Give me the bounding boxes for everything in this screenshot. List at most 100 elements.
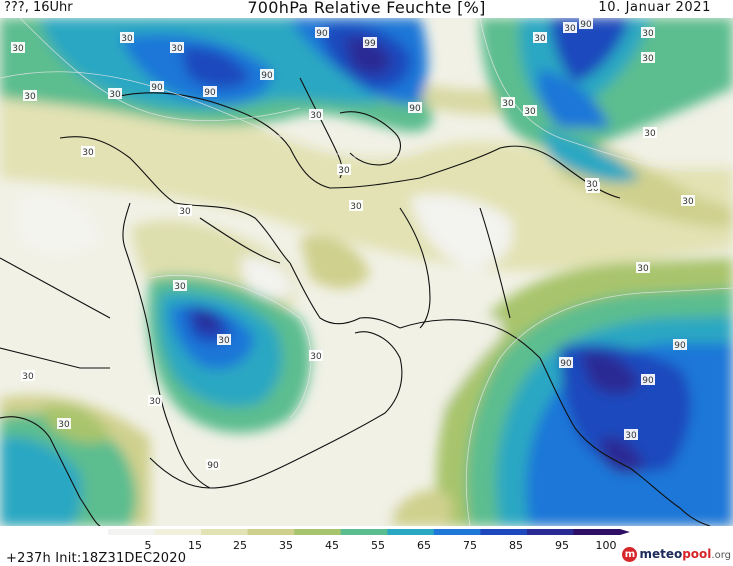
contour-label-background bbox=[681, 195, 695, 206]
logo-text-part-2: pool bbox=[682, 547, 712, 561]
contour-label: 90 bbox=[203, 86, 217, 98]
contour-label-background bbox=[315, 27, 329, 38]
contour-label-background bbox=[624, 429, 638, 440]
contour-label: 30 bbox=[23, 90, 37, 102]
forecast-date-label: 10. Januar 2021 bbox=[598, 0, 711, 15]
contour-label-text: 30 bbox=[218, 336, 230, 346]
contour-label-background bbox=[641, 52, 655, 63]
legend-swatch bbox=[387, 529, 435, 535]
contour-label-background bbox=[636, 262, 650, 273]
contour-label-background bbox=[108, 88, 122, 99]
contour-label-background bbox=[337, 164, 351, 175]
contour-lines bbox=[0, 18, 733, 526]
contour-label: 30 bbox=[309, 350, 323, 362]
contour-label-text: 30 bbox=[310, 352, 322, 362]
contour-label-text: 30 bbox=[350, 202, 362, 212]
contour-label: 30 bbox=[81, 146, 95, 158]
legend-swatch bbox=[526, 529, 574, 535]
contour-label-background bbox=[523, 105, 537, 116]
contour-label-background bbox=[363, 37, 377, 48]
contour-label-text: 30 bbox=[58, 420, 70, 430]
logo-text-part-1: meteo bbox=[639, 547, 683, 561]
contour-label-background bbox=[563, 22, 577, 33]
legend-swatch bbox=[433, 529, 481, 535]
contour-label: 90 bbox=[206, 459, 220, 471]
contour-label-background bbox=[11, 42, 25, 53]
contour-label-text: 30 bbox=[534, 34, 546, 44]
logo-text-part-3: .org bbox=[711, 550, 731, 561]
contour-label: 30 bbox=[533, 32, 547, 44]
contour-label-text: 90 bbox=[674, 341, 686, 351]
legend-swatch bbox=[294, 529, 342, 535]
contour-label-background bbox=[148, 395, 162, 406]
humidity-map: 30 30 30 90 90 90 90 99 30 30 90 30 30 90 30 30 30 30 30 30… bbox=[0, 18, 733, 526]
legend-color-bar bbox=[108, 529, 630, 535]
legend-swatch bbox=[201, 529, 249, 535]
legend-swatch bbox=[247, 529, 295, 535]
contour-label: 90 bbox=[150, 81, 164, 93]
contour-label-text: 30 bbox=[564, 24, 576, 34]
contour-label-background bbox=[23, 90, 37, 101]
contour-label-text: 30 bbox=[642, 54, 654, 64]
contour-label-background bbox=[120, 32, 134, 43]
contour-label-text: 30 bbox=[586, 180, 598, 190]
contour-label-background bbox=[641, 374, 655, 385]
contour-label-background bbox=[643, 127, 657, 138]
contour-label-text: 90 bbox=[409, 104, 421, 114]
contour-label-text: 30 bbox=[22, 372, 34, 382]
contour-label-text: 30 bbox=[109, 90, 121, 100]
legend-swatch bbox=[340, 529, 388, 535]
contour-label-text: 30 bbox=[310, 111, 322, 121]
contour-label-background bbox=[81, 146, 95, 157]
contour-label: 30 bbox=[170, 42, 184, 54]
contour-label-text: 90 bbox=[316, 29, 328, 39]
meteopool-logo-text: meteopool.org bbox=[639, 547, 731, 561]
contour-label: 30 bbox=[681, 195, 695, 207]
contour-label: 90 bbox=[408, 102, 422, 114]
contour-label: 90 bbox=[315, 27, 329, 39]
contour-label-background bbox=[260, 69, 274, 80]
legend-tick-label: 85 bbox=[509, 539, 523, 552]
contour-label-background bbox=[641, 27, 655, 38]
contour-label-background bbox=[21, 370, 35, 381]
contour-label: 30 bbox=[309, 109, 323, 121]
contour-label: 30 bbox=[337, 164, 351, 176]
contour-label-background bbox=[673, 339, 687, 350]
chart-title: 700hPa Relative Feuchte [%] bbox=[247, 0, 486, 17]
legend-tick-label: 100 bbox=[596, 539, 617, 552]
contour-label: 99 bbox=[363, 37, 377, 49]
map-canvas: 30 30 30 90 90 90 90 99 30 30 90 30 30 90 30 30 30 30 30 30… bbox=[0, 18, 733, 526]
contour-label-text: 30 bbox=[179, 207, 191, 217]
contour-label: 30 bbox=[641, 52, 655, 64]
contour-label-text: 30 bbox=[149, 397, 161, 407]
contour-label: 30 bbox=[523, 105, 537, 117]
contour-label: 30 bbox=[641, 27, 655, 39]
contour-label: 30 bbox=[173, 280, 187, 292]
contour-label-text: 90 bbox=[261, 71, 273, 81]
contour-label: 90 bbox=[641, 374, 655, 386]
contour-label-text: 90 bbox=[207, 461, 219, 471]
contour-label-text: 90 bbox=[560, 359, 572, 369]
contour-label: 90 bbox=[559, 357, 573, 369]
forecast-time-label: ???, 16Uhr bbox=[4, 0, 73, 15]
contour-label-text: 30 bbox=[682, 197, 694, 207]
contour-label-text: 30 bbox=[644, 129, 656, 139]
contour-label-background bbox=[206, 459, 220, 470]
contour-label-background bbox=[501, 97, 515, 108]
contour-label: 90 bbox=[673, 339, 687, 351]
contour-label-text: 30 bbox=[82, 148, 94, 158]
contour-label-background bbox=[57, 418, 71, 429]
contour-label-background bbox=[178, 205, 192, 216]
contour-label: 90 bbox=[579, 18, 593, 30]
legend-tick-label: 75 bbox=[463, 539, 477, 552]
contour-label-text: 90 bbox=[204, 88, 216, 98]
contour-label-text: 30 bbox=[24, 92, 36, 102]
contour-label-text: 30 bbox=[12, 44, 24, 54]
contour-label: 30 bbox=[148, 395, 162, 407]
contour-label-background bbox=[585, 178, 599, 189]
init-time-label: +237h Init:18Z31DEC2020 bbox=[6, 551, 187, 566]
legend-tick-label: 45 bbox=[325, 539, 339, 552]
coastlines bbox=[0, 77, 711, 526]
color-legend: 5 15 25 35 45 55 65 75 85 95 100 bbox=[108, 529, 630, 552]
contour-label-background bbox=[349, 200, 363, 211]
